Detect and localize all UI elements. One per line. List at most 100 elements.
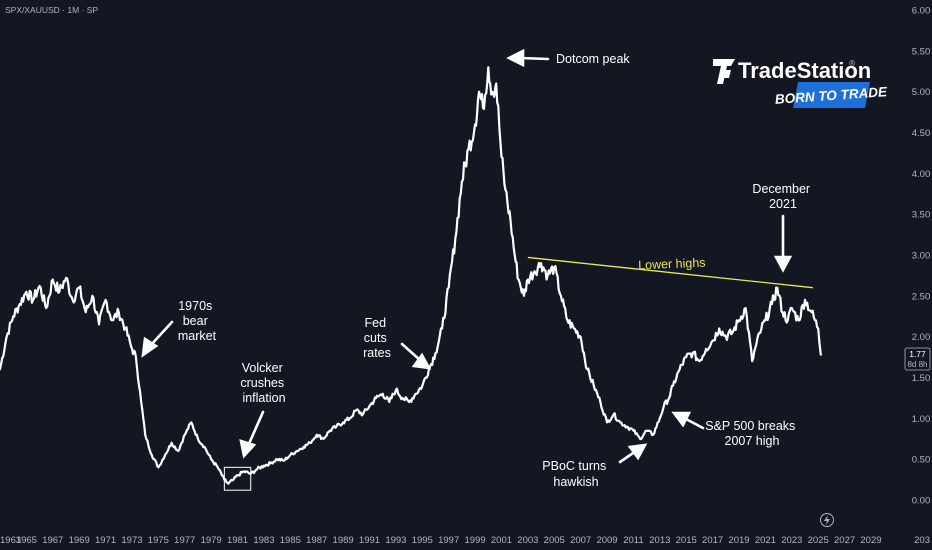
x-tick-label: 2029 [860,535,881,546]
x-tick-label: 2027 [834,535,855,546]
annotation-line: December [752,182,810,196]
arrow-pboc-head [627,443,648,461]
x-tick-label: 1985 [280,535,301,546]
arrow-volcker [246,410,265,448]
arrow-sp500 [682,416,705,430]
trendline-label: Lower highs [638,256,706,273]
y-tick-label: 5.00 [912,87,931,98]
annotation-line: inflation [242,391,285,405]
x-tick-label: 1989 [333,535,354,546]
series-line [0,66,822,485]
tradestation-logo: TradeStation ® BORN TO TRADE [713,58,888,108]
x-tick-label: 2015 [676,535,697,546]
x-tick-label: 1979 [201,535,222,546]
annotation-line: Lower highs [638,256,706,273]
x-tick-label: 2019 [728,535,749,546]
x-tick-label: 1981 [227,535,248,546]
arrow-dotcom [518,56,550,61]
y-tick-label: 2.50 [912,291,931,302]
x-tick-label: 2001 [491,535,512,546]
x-tick-label: 1987 [306,535,327,546]
y-tick-label: 1.00 [912,414,931,425]
y-tick-label: 6.00 [912,6,931,17]
x-tick-label: 1975 [148,535,169,546]
y-tick-label: 0.00 [912,496,931,507]
annotation-line: crushes [240,376,284,390]
x-tick-label: 203 [914,535,930,546]
annotation-line: 2007 high [725,434,780,448]
annotation-line: market [178,329,217,343]
annotation-line: Dotcom peak [556,52,630,66]
annotation-fed: Fed cuts rates [363,316,391,360]
annotation-line: rates [363,346,391,360]
brand-registered: ® [849,58,856,68]
x-tick-label: 2023 [781,535,802,546]
x-tick-label: 2003 [517,535,538,546]
annotation-volcker: Volcker crushes inflation [240,361,287,405]
x-tick-label: 2021 [755,535,776,546]
annotation-line: cuts [364,331,387,345]
x-tick-label: 2013 [649,535,670,546]
lower-highs-trendline[interactable] [527,256,813,289]
x-tick-label: 2017 [702,535,723,546]
x-tick-label: 1983 [253,535,274,546]
y-tick-label: 1.50 [912,373,931,384]
arrow-sp500-head [671,411,692,428]
x-tick-label: 2011 [623,535,643,546]
x-tick-label: 1997 [438,535,459,546]
annotation-line: hawkish [553,475,598,489]
x-tick-label: 1973 [121,535,142,546]
arrow-fed [400,342,422,362]
x-tick-label: 2025 [808,535,829,546]
y-tick-label: 4.00 [912,169,931,180]
price-label[interactable]: 1.77 8d 8h [904,347,931,371]
x-tick-label: 1969 [69,535,90,546]
annotation-line: Fed [364,316,386,330]
bar-countdown: 8d 8h [907,360,927,369]
lightning-icon[interactable] [820,513,834,527]
annotation-bear-market: 1970s bear market [178,299,217,343]
x-tick-label: 1977 [174,535,195,546]
y-tick-label: 4.50 [912,128,931,139]
x-tick-label: 2005 [544,535,565,546]
x-tick-label: 2007 [570,535,591,546]
symbol-header[interactable]: SPX/XAUUSD · 1M · SP [5,5,98,15]
arrow-december-head [773,255,793,273]
y-tick-label: 2.00 [912,332,931,343]
x-tick-label: 1963 [0,535,21,546]
arrow-bear-market-head [141,336,159,358]
y-tick-label: 5.50 [912,46,931,57]
annotation-pboc: PBoC turns hawkish [542,459,609,489]
x-tick-label: 1995 [412,535,433,546]
arrow-fed-head [411,352,432,370]
annotation-line: Volcker [242,361,283,375]
arrow-dotcom-head [506,48,525,68]
price-label-box [904,347,931,371]
annotations: 1970s bear market Volcker crushes inflat… [178,52,813,489]
y-tick-label: 3.50 [912,210,931,221]
annotation-december: December 2021 [752,182,813,211]
tagline-badge [793,82,870,108]
y-tick-label: 0.50 [912,455,931,466]
x-tick-label: 1965 [16,535,37,546]
x-tick-label: 1971 [95,535,116,546]
annotation-dotcom: Dotcom peak [556,52,630,66]
x-tick-label: 1999 [465,535,486,546]
y-tick-label: 3.00 [912,251,931,262]
x-tick-label: 1993 [385,535,406,546]
y-axis[interactable]: 0.00 0.50 1.00 1.50 2.00 2.50 3.00 3.50 4.00 4.50… [912,6,931,507]
x-tick-label: 2009 [596,535,617,546]
annotation-line: S&P 500 breaks [705,419,795,433]
arrow-bear-market [148,320,174,348]
annotation-sp500: S&P 500 breaks 2007 high [705,419,799,448]
annotation-line: bear [183,314,208,328]
annotation-line: 2021 [769,197,797,211]
tradestation-logo-icon [713,59,735,84]
annotation-line: 1970s [178,299,212,313]
price-value: 1.77 [909,349,926,359]
brand-name: TradeStation [738,58,871,83]
x-tick-label: 1967 [42,535,63,546]
